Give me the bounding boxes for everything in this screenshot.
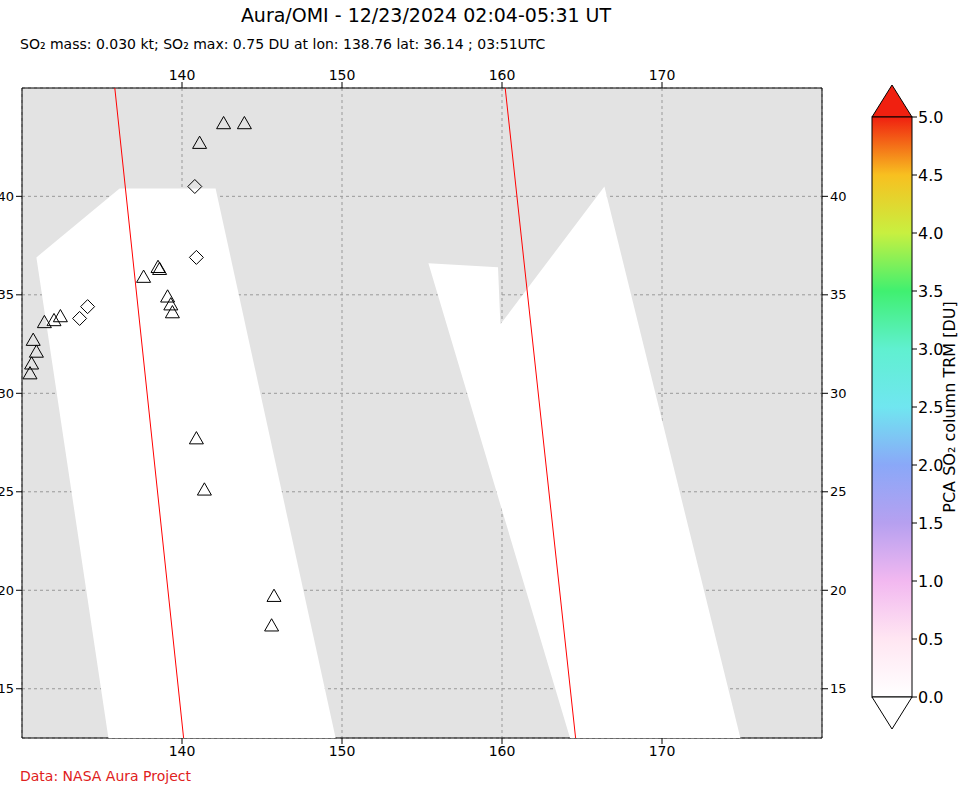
svg-text:25: 25: [8, 484, 14, 499]
svg-text:170: 170: [649, 743, 676, 759]
html-text:SO₂ mass: 0.030 kt; SO₂ max: 0: SO₂ mass: 0.030 kt; SO₂ max: 0.75 DU at …: [20, 36, 546, 52]
svg-text:4.0: 4.0: [918, 224, 943, 243]
svg-text:3.0: 3.0: [918, 340, 943, 359]
svg-text:150: 150: [329, 743, 356, 759]
svg-text:1.5: 1.5: [918, 514, 943, 533]
svg-text:40: 40: [8, 189, 14, 204]
html-text:Aura/OMI - 12/23/2024 02:04-05: Aura/OMI - 12/23/2024 02:04-05:31 UT: [240, 4, 612, 26]
svg-text:25: 25: [830, 484, 847, 499]
svg-text:0.5: 0.5: [918, 630, 943, 649]
svg-text:2.0: 2.0: [918, 456, 943, 475]
svg-text:PCA SO₂ column TRM [DU]: PCA SO₂ column TRM [DU]: [940, 301, 959, 512]
svg-text:160: 160: [489, 743, 516, 759]
svg-text:170: 170: [649, 67, 676, 83]
svg-text:20: 20: [8, 583, 14, 598]
svg-text:40: 40: [830, 189, 847, 204]
svg-text:4.5: 4.5: [918, 166, 943, 185]
svg-text:140: 140: [169, 67, 196, 83]
svg-text:5.0: 5.0: [918, 108, 943, 127]
svg-text:30: 30: [830, 386, 847, 401]
svg-text:15: 15: [830, 681, 847, 696]
svg-text:1.0: 1.0: [918, 572, 943, 591]
svg-text:2.5: 2.5: [918, 398, 943, 417]
svg-text:30: 30: [8, 386, 14, 401]
svg-text:150: 150: [329, 67, 356, 83]
svg-text:35: 35: [830, 287, 847, 302]
svg-text:15: 15: [8, 681, 14, 696]
html-text:Data: NASA Aura Project: Data: NASA Aura Project: [20, 768, 191, 784]
svg-text:3.5: 3.5: [918, 282, 943, 301]
svg-text:160: 160: [489, 67, 516, 83]
svg-text:20: 20: [830, 583, 847, 598]
svg-text:0.0: 0.0: [918, 688, 943, 707]
svg-text:140: 140: [169, 743, 196, 759]
svg-text:35: 35: [8, 287, 14, 302]
